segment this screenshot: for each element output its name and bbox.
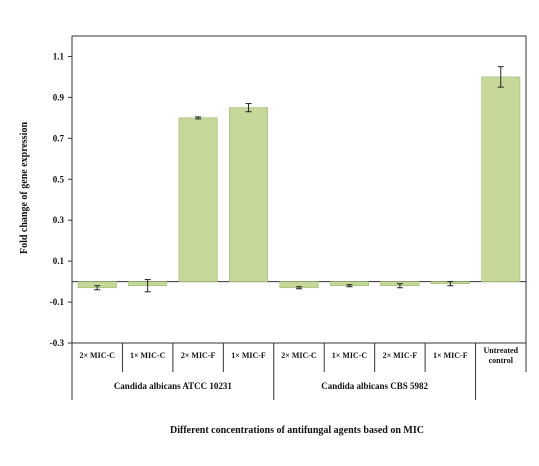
group-label: Candida albicans CBS 5982	[321, 381, 428, 391]
error-bars	[94, 67, 504, 292]
category-label: 2× MIC-F	[383, 351, 418, 360]
y-tick-label: -0.1	[50, 297, 65, 307]
y-axis: 1.1 0.9 0.7 0.5 0.3 0.1 -0.1 -0.3	[50, 51, 72, 348]
bars	[78, 77, 520, 288]
category-label: 1× MIC-F	[433, 351, 468, 360]
y-tick-label: 0.9	[53, 92, 65, 102]
y-tick-label: 1.1	[53, 51, 65, 61]
category-label: 2× MIC-C	[79, 351, 115, 360]
category-label: 1× MIC-C	[130, 351, 166, 360]
y-axis-title: Fold change of gene expression	[19, 122, 30, 254]
category-label: 2× MIC-F	[181, 351, 216, 360]
category-label: 2× MIC-C	[281, 351, 317, 360]
category-label: control	[489, 356, 514, 365]
y-tick-label: 0.7	[53, 133, 65, 143]
bar	[482, 77, 520, 282]
x-axis: 2× MIC-C 1× MIC-C 2× MIC-F 1× MIC-F 2× MIC-C…	[72, 343, 526, 400]
y-tick-label: -0.3	[50, 338, 65, 348]
category-label: 1× MIC-C	[332, 351, 368, 360]
category-label: 1× MIC-F	[231, 351, 266, 360]
y-tick-label: 0.3	[53, 215, 65, 225]
y-tick-label: 0.1	[53, 256, 65, 266]
plot-border	[72, 36, 526, 343]
group-label: Candida albicans ATCC 10231	[114, 381, 233, 391]
y-tick-label: 0.5	[53, 174, 65, 184]
x-axis-title: Different concentrations of antifungal a…	[170, 425, 424, 436]
bar	[229, 108, 267, 282]
plot-frame	[72, 36, 526, 343]
category-label: Untreated	[484, 346, 519, 355]
bar	[179, 118, 217, 282]
